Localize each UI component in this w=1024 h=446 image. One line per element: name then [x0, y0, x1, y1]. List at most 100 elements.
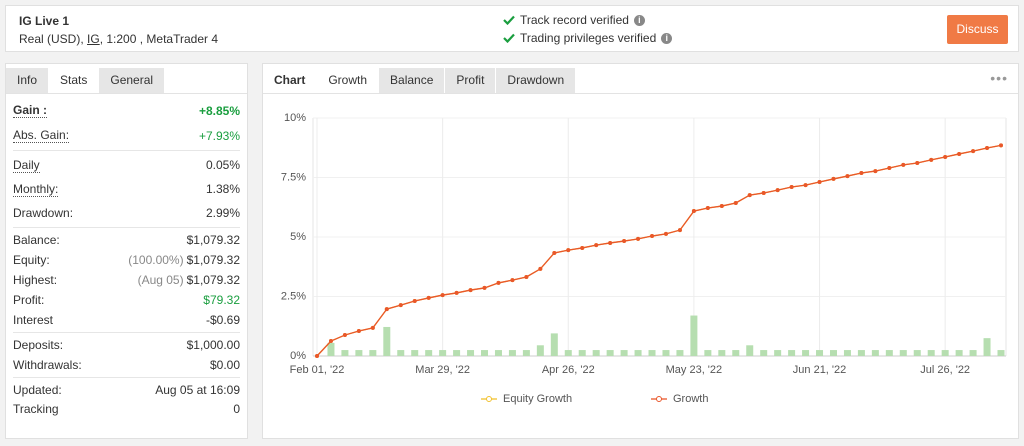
- bar: [997, 350, 1005, 356]
- bar: [746, 345, 754, 356]
- stats-group: Deposits: $1,000.00 Withdrawals: $0.00: [13, 333, 240, 378]
- stats-value: $0.00: [209, 358, 240, 372]
- stats-row: Highest: (Aug 05) $1,079.32: [13, 270, 240, 290]
- series-point: [887, 165, 892, 170]
- bar: [885, 350, 893, 356]
- stats-value-wrap: Aug 05 at 16:09: [155, 383, 240, 397]
- series-point: [566, 248, 571, 253]
- bar: [564, 350, 572, 356]
- series-point: [384, 307, 389, 312]
- series-point: [719, 204, 724, 209]
- chart-panel: Chart Growth Balance Profit Drawdown ••• 0% 2…: [262, 63, 1019, 439]
- tab[interactable]: General: [99, 68, 166, 93]
- chart: 0% 2.5% 5% 7.5% 10% Feb 01, '22 Mar 29, '22 Apr…: [281, 112, 1007, 405]
- info-icon[interactable]: i: [633, 14, 645, 26]
- x-tick-label: Jul 26, '22: [920, 364, 970, 376]
- bar: [788, 350, 796, 356]
- stats-note: (Aug 05): [137, 273, 184, 287]
- stats-label: Tracking: [13, 401, 59, 416]
- bar: [829, 350, 837, 356]
- bar: [718, 350, 726, 356]
- stats-note: (100.00%): [128, 253, 184, 267]
- stats-label: Abs. Gain:: [13, 128, 70, 143]
- bar: [355, 350, 363, 356]
- stats-row: Updated: Aug 05 at 16:09: [13, 380, 240, 399]
- stats-label: Drawdown:: [13, 206, 74, 220]
- stats-value: 0: [233, 401, 240, 416]
- stats-value-wrap: (Aug 05) $1,079.32: [138, 273, 240, 287]
- stats-label: Monthly:: [13, 181, 59, 197]
- tab[interactable]: Stats: [49, 68, 100, 93]
- bar: [508, 350, 516, 356]
- stats-value: -$0.69: [205, 313, 240, 327]
- series-point: [440, 293, 445, 298]
- stats-value-wrap: 1.38%: [206, 182, 240, 196]
- y-tick-label: 0%: [290, 350, 306, 362]
- series-point: [929, 157, 934, 162]
- tab[interactable]: Profit: [445, 68, 497, 93]
- bar: [969, 350, 977, 356]
- stats-label: Interest: [13, 313, 54, 327]
- stats-row: Daily 0.05%: [13, 153, 240, 177]
- tab[interactable]: Info: [6, 68, 50, 93]
- stats-group: Updated: Aug 05 at 16:09 Tracking 0: [13, 378, 240, 420]
- tab[interactable]: Drawdown: [496, 68, 577, 93]
- stats-row: Monthly: 1.38%: [13, 177, 240, 201]
- more-menu[interactable]: •••: [990, 70, 1008, 86]
- y-tick-label: 7.5%: [281, 171, 306, 183]
- stats-label: Balance:: [13, 233, 60, 247]
- bar: [955, 350, 963, 356]
- series-point: [845, 174, 850, 179]
- bar: [453, 350, 461, 356]
- stats-value: 0.05%: [205, 158, 240, 172]
- stats-group: Gain : +8.85% Abs. Gain: +7.93%: [13, 96, 240, 151]
- bar: [941, 350, 949, 356]
- series-point: [831, 176, 836, 181]
- bar: [494, 350, 502, 356]
- stats-value-wrap: 0.05%: [206, 158, 240, 172]
- stats-row: Profit: $79.32: [13, 290, 240, 310]
- series-point: [943, 155, 948, 160]
- stats-label: Equity:: [13, 253, 50, 267]
- account-header: IG Live 1 Real (USD), IG, 1:200 , MetaTr…: [5, 5, 1019, 52]
- leverage: 1:200: [106, 32, 137, 46]
- x-tick-label: Mar 29, '22: [415, 364, 470, 376]
- bar: [592, 350, 600, 356]
- stats-row: Abs. Gain: +7.93%: [13, 123, 240, 148]
- bar: [662, 350, 670, 356]
- bar: [913, 350, 921, 356]
- stats-value-wrap: $1,079.32: [187, 233, 240, 247]
- series-point: [315, 354, 319, 358]
- bar: [732, 350, 740, 356]
- series-point: [594, 243, 599, 248]
- bar: [676, 350, 684, 356]
- series-point: [691, 209, 696, 214]
- bar: [857, 350, 865, 356]
- verification-text: Track record verified: [520, 13, 629, 27]
- series-point: [775, 188, 780, 193]
- series-point: [873, 169, 878, 174]
- tab[interactable]: Balance: [379, 68, 446, 93]
- x-tick-label: Feb 01, '22: [290, 364, 345, 376]
- stats-value: +7.93%: [198, 128, 240, 143]
- stats-value: $79.32: [203, 293, 240, 307]
- bar: [704, 350, 712, 356]
- series-point: [901, 162, 906, 167]
- broker[interactable]: IG: [87, 32, 100, 46]
- series-point: [482, 285, 487, 290]
- bar: [606, 350, 614, 356]
- discuss-button[interactable]: Discuss: [947, 15, 1008, 44]
- stats-value: $1,079.32: [186, 253, 240, 267]
- bar: [467, 350, 475, 356]
- tab[interactable]: Growth: [317, 68, 380, 93]
- stats-value: Aug 05 at 16:09: [155, 382, 240, 397]
- series-point: [496, 280, 501, 285]
- series-point: [859, 170, 864, 175]
- series-point: [524, 274, 529, 279]
- bar: [341, 350, 349, 356]
- series-point: [985, 145, 990, 150]
- account-subtitle: Real (USD), IG, 1:200 , MetaTrader 4: [19, 32, 218, 46]
- bar: [816, 350, 824, 356]
- stats-row: Equity: (100.00%) $1,079.32: [13, 250, 240, 270]
- info-icon[interactable]: i: [661, 32, 673, 44]
